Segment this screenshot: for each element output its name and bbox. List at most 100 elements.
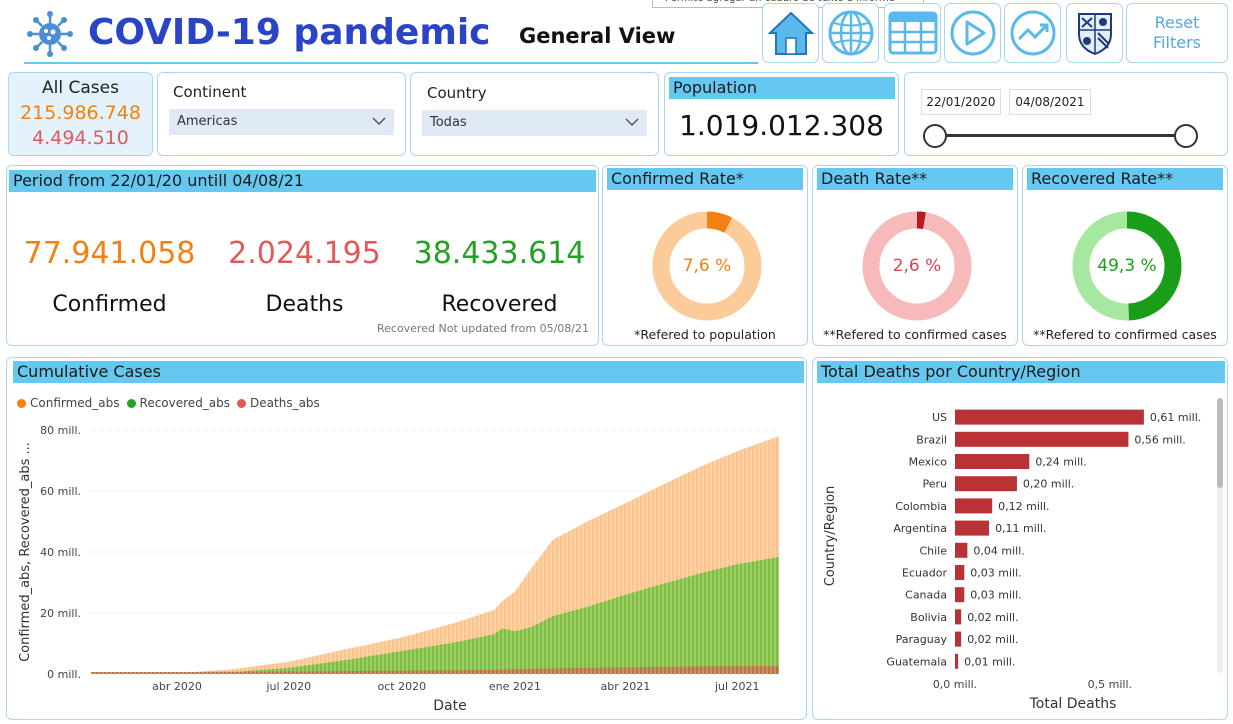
page-title: COVID-19 pandemic	[88, 12, 491, 53]
all-cases-label: All Cases	[42, 78, 119, 98]
rate-title: Recovered Rate**	[1027, 168, 1223, 190]
bar[interactable]	[955, 454, 1030, 469]
x-tick-label: 0,5 mill.	[1088, 678, 1132, 691]
bar-value-label: 0,03 mill.	[970, 589, 1021, 602]
rate-donut	[1072, 211, 1182, 321]
home-button[interactable]	[762, 3, 819, 63]
bar[interactable]	[955, 498, 993, 514]
recovered-label: Recovered	[441, 292, 558, 317]
table-icon	[888, 11, 937, 55]
category-label: Chile	[919, 544, 947, 557]
cumulative-legend: Confirmed_abs Recovered_abs Deaths_abs	[17, 396, 320, 410]
chevron-down-icon	[625, 118, 639, 127]
bar[interactable]	[955, 476, 1017, 492]
bar[interactable]	[955, 653, 959, 669]
country-filter: Country Todas	[410, 72, 659, 156]
recovered-value: 38.433.614	[413, 236, 586, 271]
country-value: Todas	[430, 115, 467, 130]
x-tick-label: jul 2020	[266, 680, 312, 693]
continent-dropdown[interactable]: Americas	[169, 109, 394, 135]
bar[interactable]	[955, 542, 968, 558]
deaths-title: Total Deaths por Country/Region	[817, 361, 1225, 383]
reset-filters-button[interactable]: Reset Filters	[1126, 3, 1228, 63]
y-tick-label: 60 mill.	[40, 485, 81, 498]
play-icon	[950, 10, 995, 56]
legend-dot-confirmed	[17, 398, 26, 408]
play-button[interactable]	[944, 3, 1001, 63]
slider-start-handle[interactable]	[923, 124, 947, 148]
bar-value-label: 0,03 mill.	[970, 567, 1021, 580]
university-button[interactable]	[1066, 3, 1123, 63]
table-button[interactable]	[884, 3, 941, 63]
deaths-bar-chart: US 0,61 mill. Brazil 0,56 mill. Mexico 0,24 m…	[823, 409, 1201, 712]
period-card: Period from 22/01/20 untill 04/08/21 77.…	[6, 165, 599, 346]
bar[interactable]	[955, 431, 1129, 447]
scrollbar-thumb[interactable]	[1217, 398, 1223, 488]
y-tick-label: 80 mill.	[40, 424, 81, 437]
home-icon	[767, 11, 814, 55]
end-date-input[interactable]: 04/08/2021	[1009, 89, 1091, 115]
population-label: Population	[669, 77, 895, 99]
bar-value-label: 0,56 mill.	[1134, 433, 1185, 446]
legend-dot-recovered	[126, 398, 136, 408]
slider-track	[935, 134, 1187, 137]
date-slicer: 22/01/2020 04/08/2021	[904, 72, 1228, 156]
deaths-value: 2.024.195	[228, 236, 381, 271]
deaths-label: Deaths	[265, 292, 344, 317]
bar-value-label: 0,04 mill.	[973, 544, 1024, 557]
category-label: Mexico	[909, 456, 948, 469]
y-tick-label: 20 mill.	[40, 607, 81, 620]
confirmed-value: 77.941.058	[23, 236, 196, 271]
bar[interactable]	[955, 409, 1144, 425]
bar[interactable]	[955, 520, 990, 536]
header-underline	[24, 62, 758, 64]
filters-label: Filters	[1153, 33, 1201, 52]
continent-label: Continent	[173, 83, 247, 101]
rate-title: Confirmed Rate*	[607, 168, 803, 190]
bar-value-label: 0,01 mill.	[964, 655, 1015, 668]
period-title: Period from 22/01/20 untill 04/08/21	[9, 170, 596, 192]
x-axis-title: Date	[433, 698, 466, 714]
trend-button[interactable]	[1004, 3, 1061, 63]
continent-filter: Continent Americas	[157, 72, 406, 156]
bar-value-label: 0,02 mill.	[967, 611, 1018, 624]
slider-end-handle[interactable]	[1174, 124, 1198, 148]
all-cases-card: All Cases 215.986.748 4.494.510	[8, 72, 153, 156]
donut-arc	[1072, 211, 1182, 321]
legend-recovered: Recovered_abs	[139, 396, 231, 410]
cumulative-chart-card: Cumulative Cases Confirmed_abs Recovered…	[6, 357, 807, 720]
recovered-rate-card: Recovered Rate** 49,3 % **Refered to confi…	[1022, 165, 1228, 346]
y-axis-title: Confirmed_abs, Recovered_abs ...	[18, 442, 33, 662]
x-tick-label: abr 2020	[152, 680, 202, 693]
y-tick-label: 0 mill.	[47, 668, 81, 681]
bar[interactable]	[955, 609, 962, 625]
bar[interactable]	[955, 631, 962, 647]
reset-label: Reset	[1154, 13, 1200, 32]
bar[interactable]	[955, 565, 965, 580]
confirmed-rate-card: Confirmed Rate* 7,6 % *Refered to populati…	[602, 165, 808, 346]
rate-value: 2,6 %	[892, 256, 942, 276]
bar-value-label: 0,12 mill.	[998, 500, 1049, 513]
all-cases-deaths: 4.494.510	[32, 127, 129, 149]
chevron-down-icon	[372, 117, 386, 126]
scrollbar-track[interactable]	[1217, 398, 1223, 673]
category-label: US	[932, 411, 947, 424]
category-label: Ecuador	[902, 567, 947, 580]
bar[interactable]	[955, 587, 965, 603]
country-label: Country	[427, 84, 487, 102]
map-button[interactable]	[822, 3, 879, 63]
category-label: Guatemala	[886, 655, 947, 668]
bar-value-label: 0,02 mill.	[967, 633, 1018, 646]
virus-icon	[27, 11, 73, 57]
university-shield-icon	[1077, 13, 1112, 56]
cumulative-chart: 0 mill. 20 mill. 40 mill. 60 mill. 80 mill. a…	[18, 424, 780, 714]
globe-icon	[828, 10, 873, 56]
deaths-by-country-card: Total Deaths por Country/Region US 0,61 m…	[812, 357, 1228, 720]
category-label: Paraguay	[896, 633, 948, 646]
x-tick-label: jul 2021	[714, 680, 760, 693]
continent-value: Americas	[177, 114, 238, 129]
category-label: Canada	[905, 589, 947, 602]
start-date-input[interactable]: 22/01/2020	[921, 89, 1001, 115]
x-tick-label: 0,0 mill.	[933, 678, 977, 691]
country-dropdown[interactable]: Todas	[422, 110, 647, 136]
